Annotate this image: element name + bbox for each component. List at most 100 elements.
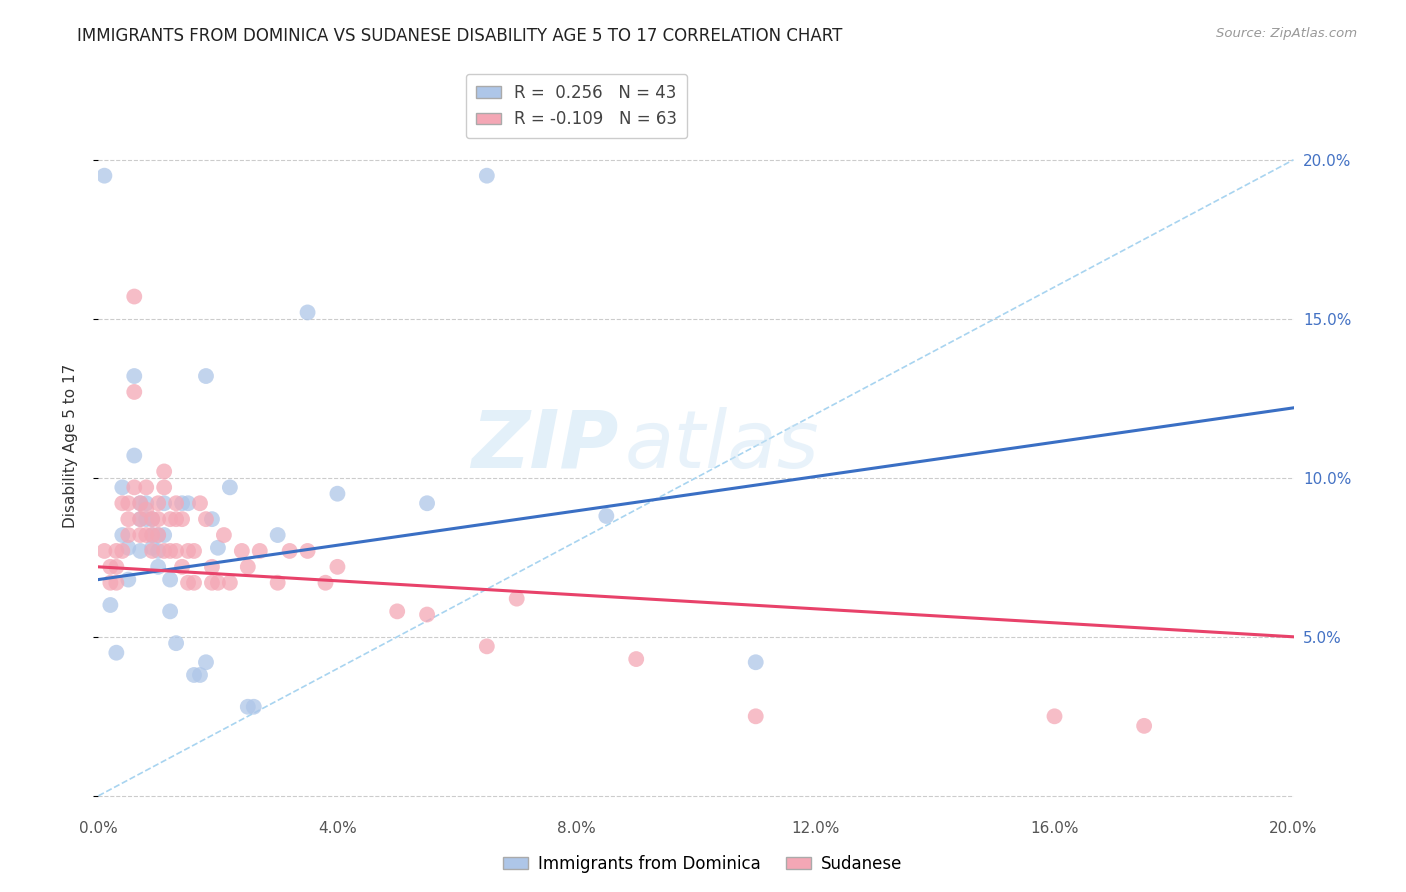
Point — [117, 512, 139, 526]
Point — [159, 604, 181, 618]
Point — [231, 544, 253, 558]
Point — [297, 544, 319, 558]
Point — [111, 544, 134, 558]
Legend: Immigrants from Dominica, Sudanese: Immigrants from Dominica, Sudanese — [496, 848, 910, 880]
Point — [148, 528, 170, 542]
Point — [207, 541, 229, 555]
Point — [745, 655, 768, 669]
Point — [148, 559, 170, 574]
Point — [236, 559, 259, 574]
Point — [105, 646, 128, 660]
Point — [105, 575, 128, 590]
Point — [117, 541, 139, 555]
Point — [124, 449, 146, 463]
Point — [595, 508, 617, 523]
Point — [98, 598, 122, 612]
Point — [117, 528, 139, 542]
Point — [172, 559, 194, 574]
Point — [105, 559, 128, 574]
Point — [135, 528, 157, 542]
Point — [135, 496, 157, 510]
Point — [105, 544, 128, 558]
Point — [165, 636, 187, 650]
Point — [177, 496, 200, 510]
Point — [177, 575, 200, 590]
Text: Source: ZipAtlas.com: Source: ZipAtlas.com — [1216, 27, 1357, 40]
Point — [201, 559, 224, 574]
Point — [153, 528, 176, 542]
Point — [219, 575, 242, 590]
Point — [165, 512, 187, 526]
Point — [475, 169, 498, 183]
Point — [124, 289, 146, 303]
Point — [416, 607, 439, 622]
Point — [243, 699, 266, 714]
Point — [129, 496, 152, 510]
Point — [172, 512, 194, 526]
Point — [117, 496, 139, 510]
Point — [129, 512, 152, 526]
Point — [148, 496, 170, 510]
Point — [141, 528, 163, 542]
Point — [165, 496, 187, 510]
Point — [207, 575, 229, 590]
Point — [129, 512, 152, 526]
Point — [195, 369, 218, 384]
Point — [297, 305, 319, 319]
Point — [1043, 709, 1066, 723]
Point — [278, 544, 301, 558]
Point — [183, 544, 205, 558]
Point — [93, 544, 115, 558]
Point — [326, 486, 349, 500]
Point — [195, 655, 218, 669]
Point — [165, 544, 187, 558]
Point — [195, 512, 218, 526]
Point — [506, 591, 529, 606]
Point — [159, 512, 181, 526]
Point — [124, 480, 146, 494]
Point — [124, 384, 146, 399]
Text: ZIP: ZIP — [471, 407, 619, 485]
Y-axis label: Disability Age 5 to 17: Disability Age 5 to 17 — [63, 364, 77, 528]
Point — [141, 512, 163, 526]
Point — [201, 575, 224, 590]
Point — [188, 668, 211, 682]
Point — [153, 544, 176, 558]
Point — [183, 668, 205, 682]
Point — [745, 709, 768, 723]
Point — [385, 604, 409, 618]
Text: atlas: atlas — [624, 407, 820, 485]
Point — [148, 528, 170, 542]
Point — [249, 544, 271, 558]
Point — [475, 640, 498, 654]
Point — [416, 496, 439, 510]
Point — [153, 480, 176, 494]
Point — [159, 544, 181, 558]
Point — [111, 480, 134, 494]
Point — [236, 699, 259, 714]
Point — [111, 528, 134, 542]
Point — [626, 652, 648, 666]
Point — [183, 575, 205, 590]
Point — [1133, 719, 1156, 733]
Point — [129, 544, 152, 558]
Point — [141, 512, 163, 526]
Point — [267, 575, 290, 590]
Point — [135, 480, 157, 494]
Point — [172, 496, 194, 510]
Point — [141, 544, 163, 558]
Point — [326, 559, 349, 574]
Point — [159, 573, 181, 587]
Point — [135, 512, 157, 526]
Point — [315, 575, 337, 590]
Point — [201, 512, 224, 526]
Point — [124, 369, 146, 384]
Point — [111, 496, 134, 510]
Point — [129, 528, 152, 542]
Point — [153, 465, 176, 479]
Point — [148, 512, 170, 526]
Point — [129, 496, 152, 510]
Text: IMMIGRANTS FROM DOMINICA VS SUDANESE DISABILITY AGE 5 TO 17 CORRELATION CHART: IMMIGRANTS FROM DOMINICA VS SUDANESE DIS… — [77, 27, 842, 45]
Point — [117, 573, 139, 587]
Point — [93, 169, 115, 183]
